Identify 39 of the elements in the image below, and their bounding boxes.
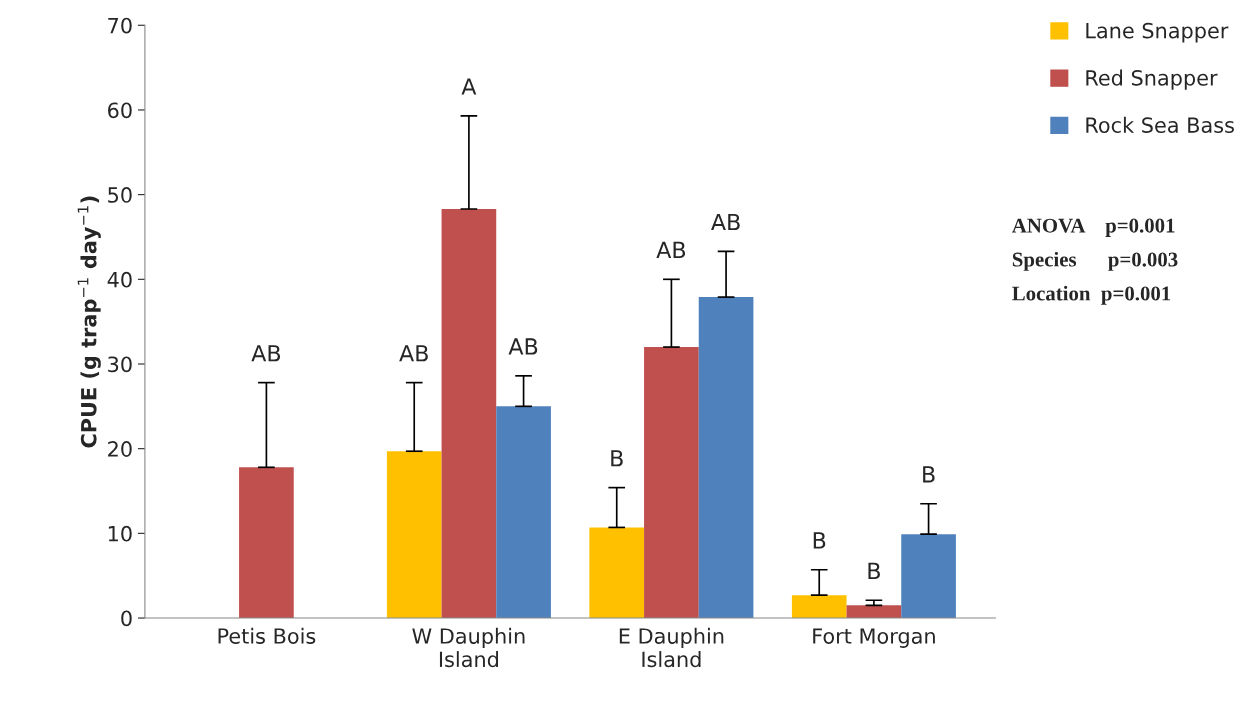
legend-label: Lane Snapper: [1086, 22, 1229, 43]
annotation: A: [461, 78, 477, 95]
bar: [239, 467, 294, 619]
x-tick-label: Fort Morgan: [813, 628, 935, 648]
bar: [791, 595, 847, 619]
y-tick-label: 70: [108, 17, 132, 34]
bar: [496, 406, 551, 619]
y-tick-label: 50: [108, 187, 132, 203]
annotation: AB: [508, 338, 538, 355]
legend-label: Rock Sea Bass: [1086, 116, 1234, 133]
y-tick-label: 0: [121, 610, 132, 627]
y-tick-label: 40: [107, 271, 132, 288]
y-tick-label: 10: [108, 525, 132, 542]
annotation: B: [611, 450, 623, 467]
bar: [698, 297, 754, 619]
y-axis-title: CPUE (g trap$^{−1}$ day$^{−1}$): [77, 196, 101, 448]
legend-label: Red Snapper: [1086, 69, 1218, 90]
annotation: AB: [711, 213, 740, 231]
bar: [846, 605, 902, 619]
annotation: AB: [656, 241, 686, 259]
x-tick-label: Petis Bois: [218, 627, 316, 644]
bar: [644, 347, 699, 619]
bar: [386, 451, 442, 619]
annotation: B: [813, 532, 826, 549]
bar: [441, 209, 497, 619]
text: ANOVA p=0.001: [1011, 218, 1175, 237]
y-tick-label: 60: [108, 102, 132, 119]
bar: [589, 527, 645, 619]
x-tick-label: E Dauphin Island: [619, 627, 724, 668]
annotation: AB: [399, 345, 428, 362]
y-tick-label: 30: [108, 356, 132, 373]
text: Species p=0.003: [1012, 251, 1178, 271]
y-tick-label: 20: [108, 441, 132, 457]
annotation: B: [868, 562, 880, 579]
annotation: B: [923, 466, 935, 483]
annotation: AB: [251, 345, 281, 362]
text: Location p=0.001: [1012, 285, 1171, 305]
bar: [901, 534, 956, 619]
x-tick-label: W Dauphin Island: [412, 627, 525, 668]
